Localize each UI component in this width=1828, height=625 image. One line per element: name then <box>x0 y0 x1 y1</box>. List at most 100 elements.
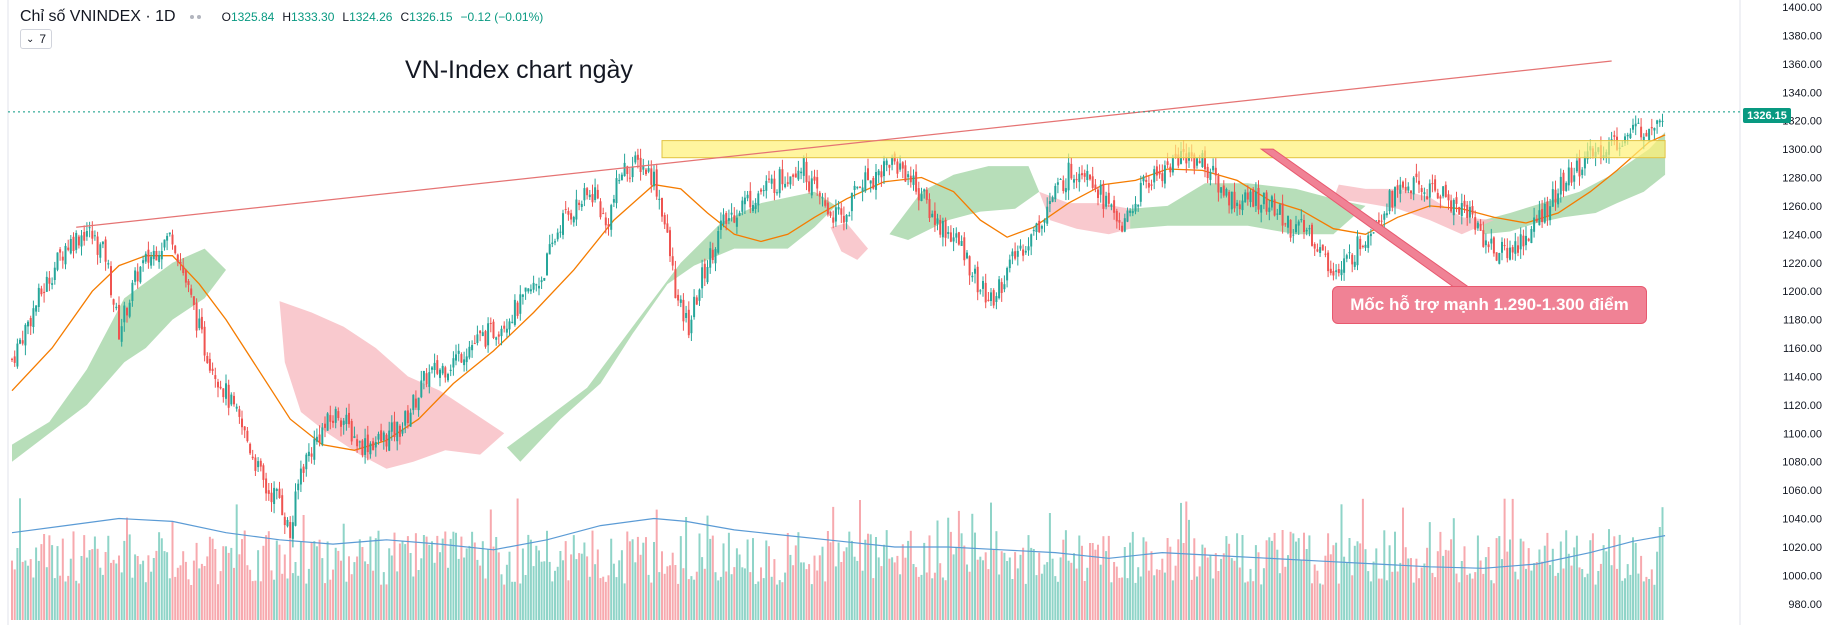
cloud-bullish <box>1130 183 1366 235</box>
candle-body <box>513 299 516 325</box>
candle-body <box>754 202 757 209</box>
y-tick-label: 1120.00 <box>1783 400 1822 412</box>
candle-body <box>217 381 219 388</box>
volume-bar <box>508 551 511 620</box>
candle-body <box>540 280 543 283</box>
volume-bar <box>1204 547 1206 620</box>
volume-bar <box>709 538 712 620</box>
candle-body <box>40 288 43 295</box>
volume-bar <box>107 535 110 620</box>
more-icon[interactable] <box>189 14 202 20</box>
candle-body <box>449 369 452 371</box>
candle-body <box>120 326 123 342</box>
volume-bar <box>1455 573 1458 620</box>
volume-bar <box>139 564 142 620</box>
volume-bar <box>891 557 894 620</box>
volume-bar <box>1300 559 1303 620</box>
candle-body <box>182 265 185 273</box>
volume-bar <box>1388 545 1391 620</box>
volume-bar <box>299 541 302 620</box>
y-tick-label: 1280.00 <box>1782 173 1822 185</box>
candle-body <box>163 239 166 248</box>
candle-body <box>1000 282 1003 293</box>
candle-body <box>294 491 297 526</box>
candle-body <box>829 211 832 216</box>
volume-bar <box>243 530 246 620</box>
candle-body <box>1410 190 1412 194</box>
volume-bar <box>315 546 318 620</box>
volume-bar <box>1565 530 1568 620</box>
volume-bar <box>326 541 329 620</box>
candle-body <box>1289 219 1292 238</box>
volume-bar <box>1324 555 1327 620</box>
candle-body <box>693 296 696 318</box>
volume-bar <box>283 554 286 620</box>
volume-bar <box>840 562 843 620</box>
volume-bar <box>1581 569 1584 620</box>
volume-bar <box>409 553 412 620</box>
candle-body <box>1043 220 1046 223</box>
candle-body <box>249 443 252 454</box>
volume-bar <box>452 531 455 620</box>
candle-body <box>1209 171 1212 180</box>
volume-bar <box>1503 498 1506 620</box>
candle-body <box>1530 229 1533 243</box>
volume-bar <box>711 535 714 620</box>
candle-body <box>1610 139 1613 141</box>
candle-body <box>1431 183 1434 185</box>
volume-bar <box>810 584 813 620</box>
volume-bar <box>746 539 749 620</box>
volume-bar <box>1121 577 1124 620</box>
candle-body <box>1519 234 1522 250</box>
candle-body <box>460 354 463 363</box>
volume-bar <box>457 558 460 620</box>
volume-bar <box>824 581 827 620</box>
volume-bar <box>725 571 728 620</box>
volume-bar <box>192 560 195 620</box>
volume-bar <box>816 570 819 620</box>
candle-body <box>471 345 474 351</box>
candle-body <box>1153 169 1156 183</box>
volume-bar <box>345 581 348 620</box>
volume-bar <box>1640 555 1643 620</box>
candle-body <box>842 215 845 223</box>
volume-bar <box>529 539 532 620</box>
indicators-toggle[interactable]: ⌄ 7 <box>20 29 53 49</box>
volume-bar <box>1174 565 1177 620</box>
candle-body <box>1367 235 1370 248</box>
candle-body <box>326 413 329 431</box>
candle-body <box>80 235 83 247</box>
volume-bar <box>313 541 316 620</box>
candle-body <box>1377 220 1380 223</box>
candle-body <box>246 430 249 442</box>
symbol-name[interactable]: Chỉ số VNINDEX · 1D <box>20 8 176 25</box>
volume-bar <box>848 531 851 620</box>
candle-body <box>1351 254 1354 265</box>
candle-body <box>1546 201 1549 216</box>
volume-bar <box>792 565 795 620</box>
candle-body <box>1471 206 1474 215</box>
volume-bar <box>535 545 538 620</box>
volume-bar <box>294 562 297 620</box>
volume-bar <box>1466 574 1469 620</box>
volume-bar <box>420 558 423 620</box>
candle-body <box>604 217 607 226</box>
volume-bar <box>875 537 877 620</box>
volume-bar <box>1586 573 1589 620</box>
candle-body <box>1562 172 1565 191</box>
volume-bar <box>1535 562 1538 620</box>
volume-bar <box>1260 584 1263 620</box>
candle-body <box>757 193 760 206</box>
candle-body <box>1404 186 1407 191</box>
candle-body <box>1642 136 1645 141</box>
low-label: L <box>342 10 350 24</box>
chevron-down-icon: ⌄ <box>26 33 35 45</box>
volume-bar <box>1613 536 1616 620</box>
candle-body <box>1019 245 1022 249</box>
candle-body <box>645 169 647 175</box>
candle-body <box>647 168 650 172</box>
candle-body <box>35 305 38 312</box>
volume-bar <box>872 578 875 620</box>
candle-body <box>952 237 955 242</box>
